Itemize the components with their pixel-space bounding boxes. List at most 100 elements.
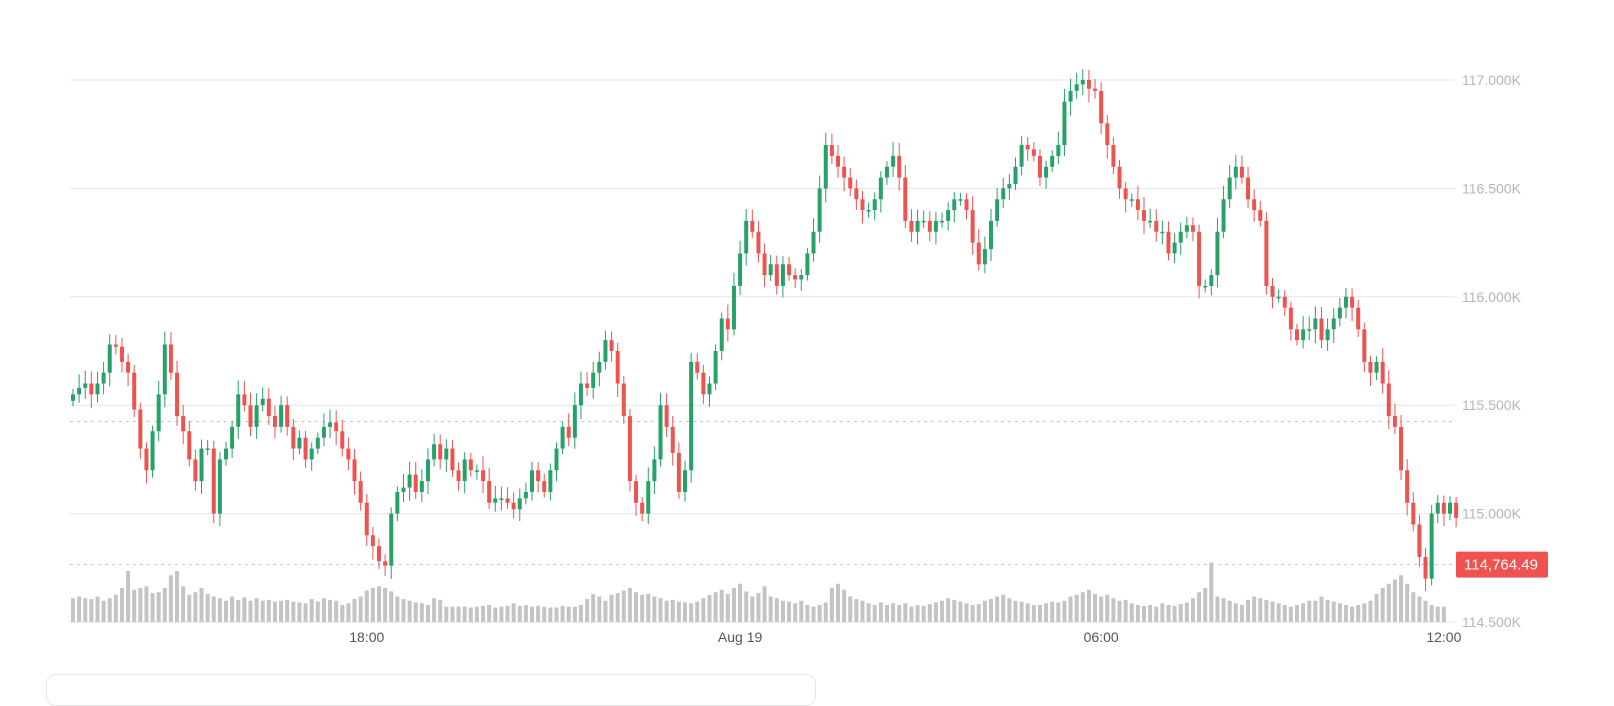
volume-bar (744, 591, 749, 622)
volume-bar (499, 606, 504, 622)
candle (1166, 231, 1171, 254)
volume-bar (1362, 603, 1367, 622)
candle (334, 422, 339, 432)
candle (621, 383, 626, 417)
volume-bar (1129, 603, 1134, 622)
volume-bar (468, 607, 473, 622)
candle (1190, 225, 1195, 232)
volume-bar (254, 598, 259, 622)
volume-bar (952, 599, 957, 622)
volume-bar (1343, 605, 1348, 622)
volume-bar (77, 596, 82, 622)
candle (432, 444, 437, 460)
candle (1086, 80, 1091, 89)
candle (903, 177, 908, 221)
candle (462, 459, 467, 482)
volume-bar (266, 599, 271, 622)
y-tick-label: 114.500K (1462, 614, 1522, 630)
volume-bar (982, 600, 987, 622)
volume-bar (432, 598, 437, 622)
candle (866, 210, 871, 212)
volume-bar (1105, 594, 1110, 622)
volume-bar (627, 588, 632, 622)
candle (1343, 296, 1348, 308)
volume-bar (566, 606, 571, 622)
candle (1239, 166, 1244, 178)
candle (389, 513, 394, 566)
candles (71, 69, 1459, 592)
volume-bar (462, 606, 467, 622)
volume-bar (1270, 601, 1275, 622)
volume-bar (1007, 598, 1012, 622)
candle (836, 155, 840, 167)
candle (1160, 231, 1165, 234)
candle (474, 470, 479, 472)
candle (1435, 502, 1440, 514)
candle (1080, 80, 1085, 85)
volume-bar (738, 583, 743, 622)
candle (854, 188, 859, 200)
candle (1441, 502, 1446, 514)
candle (481, 470, 486, 482)
volume-bar (664, 600, 669, 622)
volume-bar (181, 586, 186, 622)
volume-bar (995, 596, 1000, 622)
candle (989, 220, 993, 250)
volume-bar (1392, 579, 1397, 622)
volume-bar (107, 598, 112, 622)
candle (279, 405, 284, 427)
candle (438, 444, 443, 460)
volume-bar (707, 594, 712, 622)
candle (970, 210, 975, 243)
volume-bar (1423, 600, 1428, 622)
candle (554, 448, 559, 471)
candle (1258, 210, 1263, 221)
volume-bar (1093, 593, 1098, 622)
volume-bar (523, 605, 528, 622)
candle (1295, 329, 1299, 341)
candle (1142, 210, 1146, 221)
volume-bar (1160, 603, 1165, 622)
x-tick-label: Aug 19 (718, 629, 763, 645)
candle (1215, 231, 1220, 276)
candle (1111, 145, 1116, 167)
volume-bar (1135, 605, 1140, 622)
candle (1337, 307, 1342, 319)
volume-bar (676, 601, 681, 622)
volume-bar (731, 588, 736, 622)
candle (89, 383, 94, 395)
candle (609, 340, 614, 351)
volume-bar (725, 593, 730, 622)
candle (1019, 145, 1024, 167)
volume-bar (1037, 605, 1042, 622)
volume-bar (554, 607, 559, 622)
volume-bar (1197, 592, 1202, 622)
volume-bar (811, 606, 816, 622)
volume-bar (352, 599, 357, 622)
candle (1331, 318, 1336, 330)
volume-bar (144, 586, 149, 622)
volume-bar (1044, 603, 1049, 622)
candle (444, 448, 449, 460)
candle (738, 253, 743, 286)
candle (842, 166, 847, 178)
candle (658, 405, 663, 460)
volume-bar (377, 586, 381, 622)
candle (487, 481, 492, 503)
volume-bar (1001, 594, 1006, 622)
candle (964, 199, 969, 211)
candle (976, 242, 981, 265)
volume-bar (793, 603, 798, 622)
volume-bar (358, 596, 363, 622)
candle (652, 459, 657, 482)
volume-bar (1111, 598, 1116, 622)
candle (113, 344, 118, 347)
candle (689, 361, 694, 471)
volume-bar (903, 603, 908, 622)
candle (1386, 383, 1391, 417)
candle (1356, 307, 1361, 330)
candle (119, 346, 124, 362)
volume-bar (658, 598, 663, 622)
candle (566, 426, 571, 438)
volume-bar (95, 596, 100, 622)
